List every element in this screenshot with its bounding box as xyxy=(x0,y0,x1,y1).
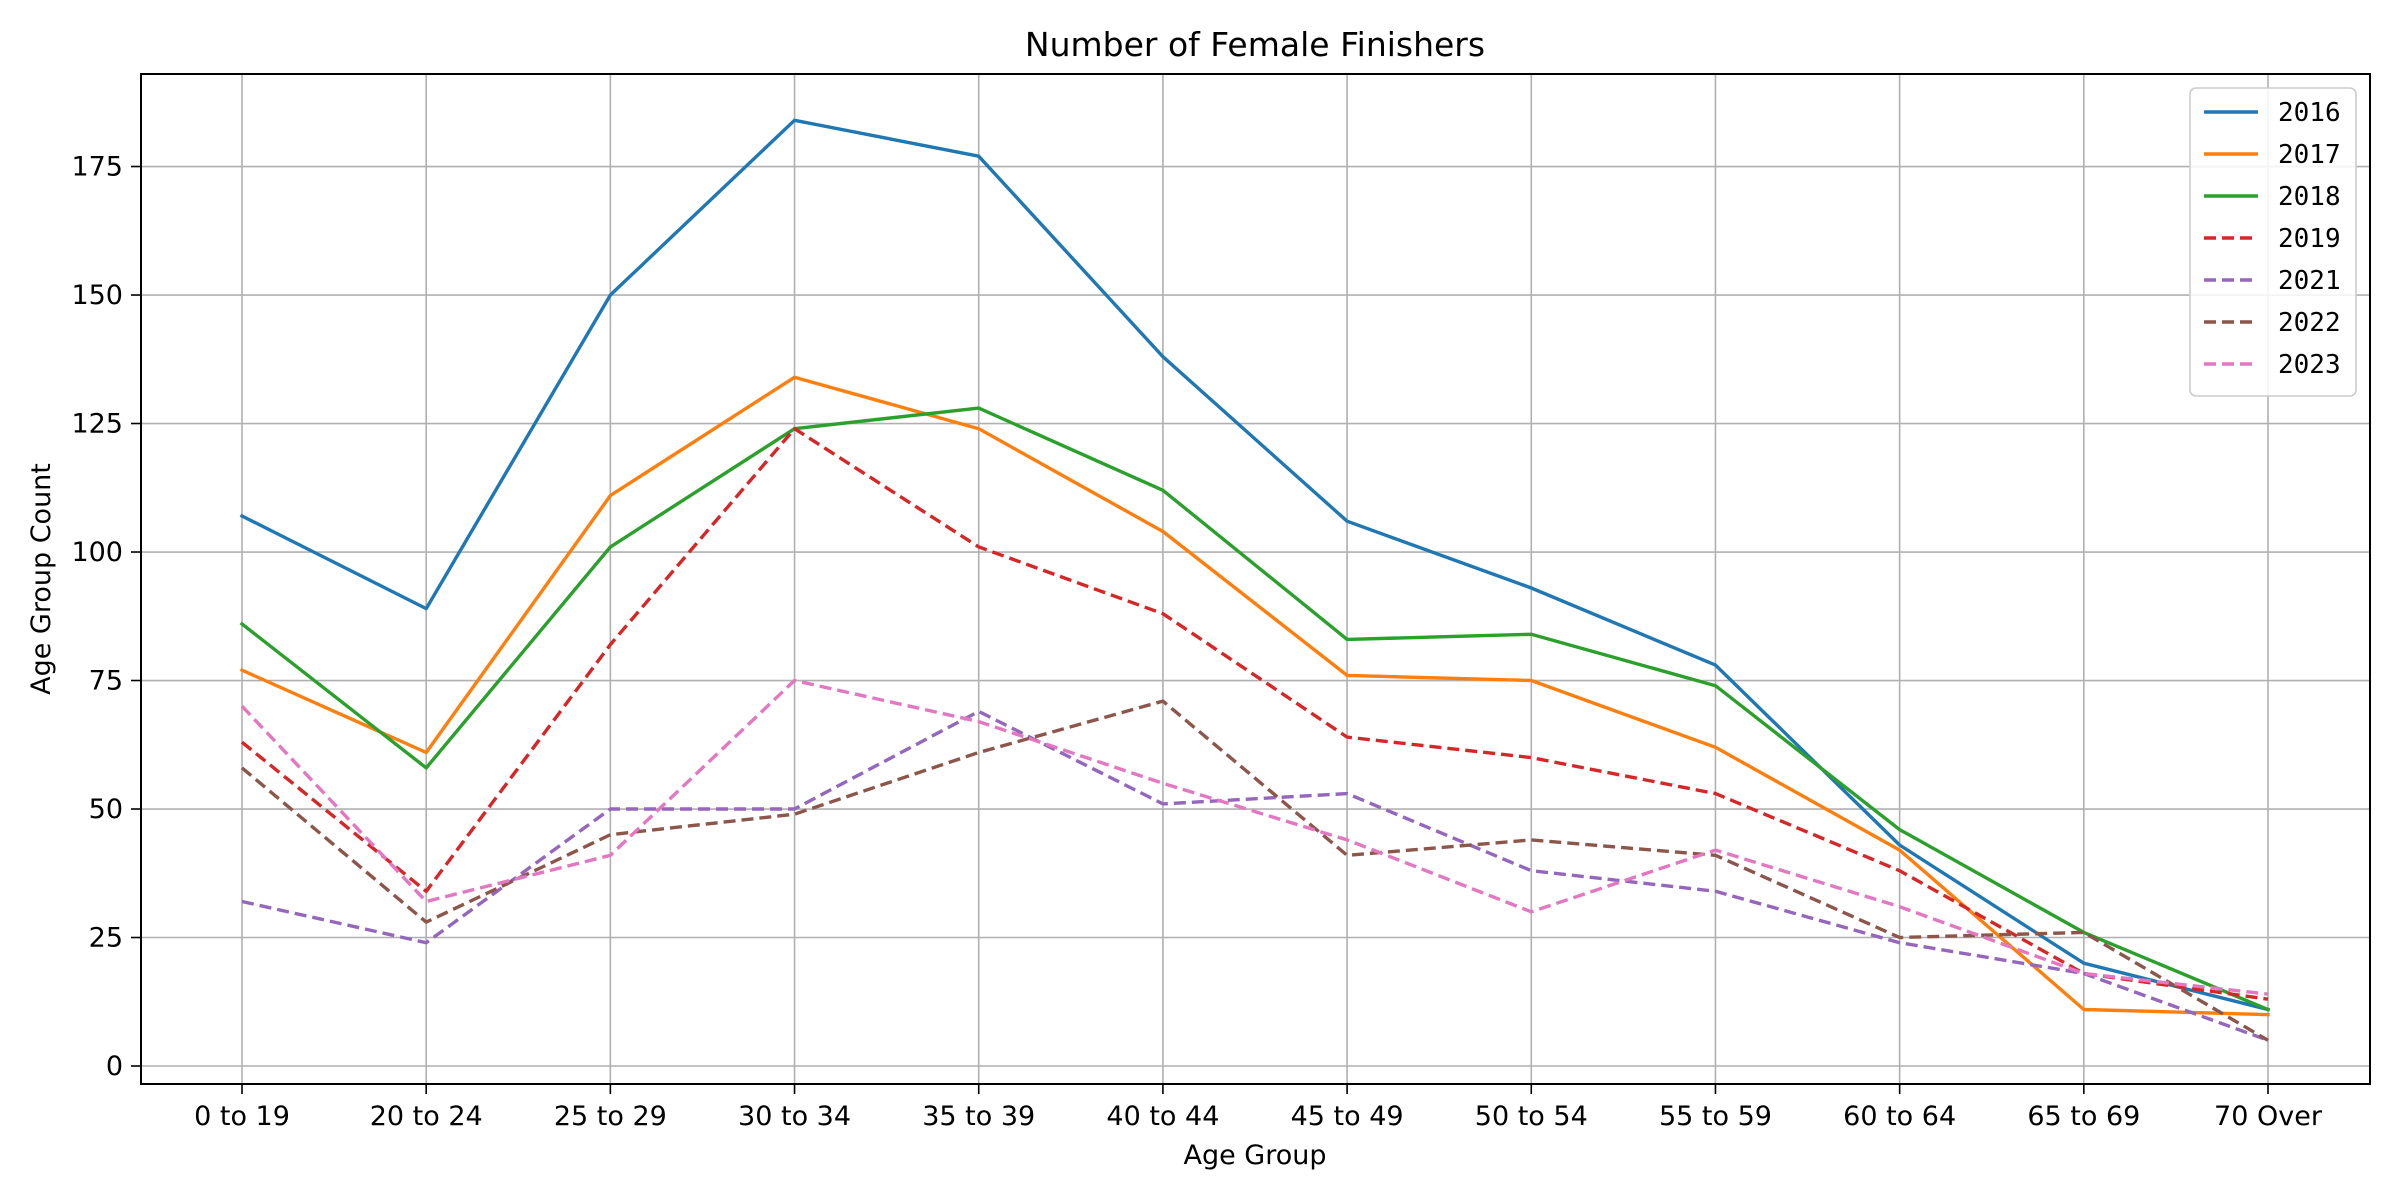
y-tick-label: 100 xyxy=(71,537,123,568)
legend-label-2018: 2018 xyxy=(2278,182,2341,212)
x-tick-label: 25 to 29 xyxy=(554,1101,667,1132)
series-lines xyxy=(239,118,2271,1042)
chart-title: Number of Female Finishers xyxy=(1025,25,1485,64)
x-tick-label: 0 to 19 xyxy=(194,1101,290,1132)
legend-label-2022: 2022 xyxy=(2278,308,2341,338)
legend-label-2016: 2016 xyxy=(2278,98,2341,128)
legend-label-2021: 2021 xyxy=(2278,266,2341,296)
series-line-2021 xyxy=(241,709,2269,1042)
x-tick-label: 50 to 54 xyxy=(1475,1101,1588,1132)
y-tick-label: 75 xyxy=(89,666,123,697)
plot-frame xyxy=(140,73,2371,1085)
series-line-2023 xyxy=(240,678,2269,996)
x-tick-label: 30 to 34 xyxy=(738,1101,851,1132)
x-tick-label: 55 to 59 xyxy=(1659,1101,1772,1132)
y-tick-label: 150 xyxy=(71,280,123,311)
legend: 2016 2017 2018 2019 2021 2022 2023 xyxy=(2189,87,2357,397)
y-axis-label: Age Group Count xyxy=(26,463,57,695)
x-tick-label: 45 to 49 xyxy=(1291,1101,1404,1132)
y-tick-label: 0 xyxy=(106,1051,123,1082)
x-axis-label: Age Group xyxy=(1183,1140,1326,1171)
x-tick-label: 35 to 39 xyxy=(922,1101,1035,1132)
series-line-2017 xyxy=(239,375,2270,1017)
x-tick-label: 20 to 24 xyxy=(370,1101,483,1132)
legend-label-2017: 2017 xyxy=(2278,140,2341,170)
legend-label-2019: 2019 xyxy=(2278,224,2341,254)
x-tick-label: 65 to 69 xyxy=(2027,1101,2140,1132)
series-line-2022 xyxy=(240,699,2269,1042)
y-axis: 0 25 50 75 100 125 150 175 xyxy=(71,152,141,1082)
y-tick-label: 25 xyxy=(89,923,123,954)
legend-label-2023: 2023 xyxy=(2278,350,2341,380)
x-tick-label: 70 Over xyxy=(2214,1101,2323,1132)
x-tick-label: 40 to 44 xyxy=(1106,1101,1219,1132)
y-tick-label: 125 xyxy=(71,409,123,440)
legend-box xyxy=(2189,87,2357,397)
x-axis: 0 to 19 20 to 24 25 to 29 30 to 34 35 to 39 4… xyxy=(194,1084,2323,1132)
series-line-2019 xyxy=(240,427,2269,1001)
series-line-2016 xyxy=(239,118,2271,1012)
y-tick-label: 50 xyxy=(89,794,123,825)
x-tick-label: 60 to 64 xyxy=(1843,1101,1956,1132)
y-tick-label: 175 xyxy=(71,152,123,183)
series-line-2018 xyxy=(239,406,2271,1012)
